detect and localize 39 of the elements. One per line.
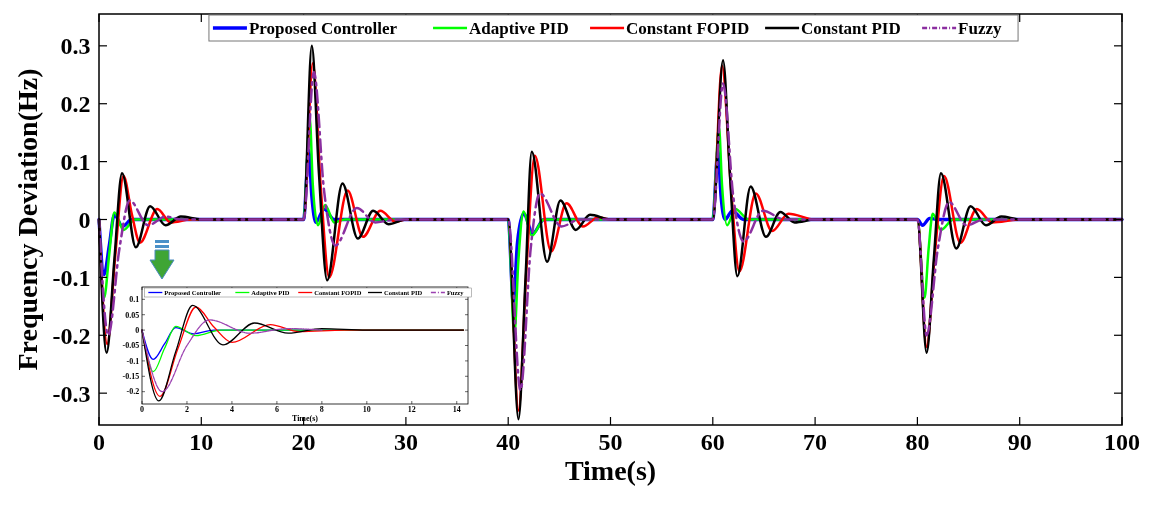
x-tick-label: 10 <box>189 429 214 456</box>
legend-label: Fuzzy <box>958 18 1003 38</box>
legend-label: Constant PID <box>801 18 901 38</box>
y-tick-label: -0.3 <box>52 380 91 407</box>
x-tick-label: 70 <box>803 429 828 456</box>
x-tick-label: 4 <box>229 405 234 415</box>
x-axis-title: Time(s) <box>564 454 657 486</box>
y-tick-label: 0.05 <box>125 310 140 320</box>
y-tick-label: 0.1 <box>60 149 91 176</box>
y-tick-label: -0.05 <box>122 341 140 351</box>
x-tick-label: 100 <box>1104 429 1140 456</box>
x-tick-label: 8 <box>319 405 324 415</box>
x-tick-label: 40 <box>496 429 521 456</box>
x-tick-label: 60 <box>700 429 725 456</box>
legend-label: Constant FOPID <box>626 18 750 38</box>
y-tick-label: 0.2 <box>60 91 91 118</box>
y-tick-label: -0.1 <box>126 356 140 366</box>
y-tick-label: -0.15 <box>122 372 140 382</box>
x-tick-label: 30 <box>393 429 418 456</box>
x-tick-label: 90 <box>1007 429 1032 456</box>
y-tick-label: 0.1 <box>129 295 140 305</box>
y-axis-title: Frequency Deviation(Hz) <box>11 68 43 371</box>
x-axis-title: Time(s) <box>291 413 319 423</box>
y-tick-label: 0.3 <box>60 33 91 60</box>
legend-label: Proposed Controller <box>248 18 398 38</box>
x-tick-label: 6 <box>274 405 279 415</box>
y-tick-label: 0 <box>135 325 140 335</box>
legend-label: Adaptive PID <box>469 18 569 38</box>
x-tick-label: 12 <box>407 405 416 415</box>
x-tick-label: 2 <box>184 405 189 415</box>
y-tick-label: 0 <box>78 206 91 233</box>
x-tick-label: 50 <box>598 429 623 456</box>
x-tick-label: 10 <box>362 405 371 415</box>
y-tick-label: -0.2 <box>126 387 140 397</box>
x-tick-label: 20 <box>291 429 316 456</box>
y-tick-label: -0.2 <box>52 322 91 349</box>
x-tick-label: 14 <box>452 405 461 415</box>
x-tick-label: 80 <box>905 429 930 456</box>
y-tick-label: -0.1 <box>52 264 91 291</box>
